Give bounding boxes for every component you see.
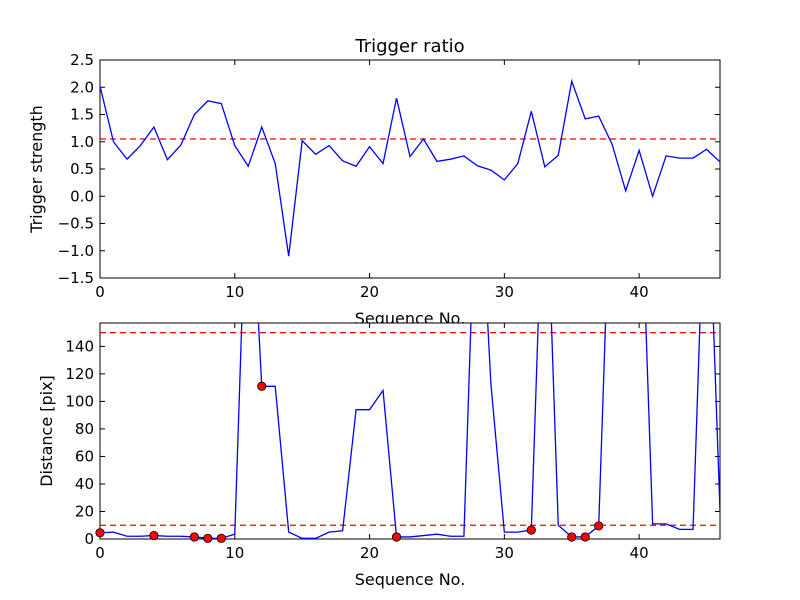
- distance-markers: [95, 381, 604, 543]
- top-axis-ticks: 0 10 20 30 40 −1.5 −1.0 −0.5 0.0 0.5 1.0 1.5 2.0 2.5: [58, 51, 720, 301]
- y-axis-label: Trigger strength: [27, 105, 46, 234]
- trigger-strength-chart: Trigger ratio 0 10 20 30 40 −1.5 −1.0 −0.5 0.0 0.…: [27, 36, 721, 328]
- distance-marker: [216, 533, 226, 543]
- y-tick-label: 1.0: [70, 133, 94, 151]
- y-tick-label: 0.0: [70, 187, 94, 205]
- distance-chart: 0 10 20 30 40 0 20 40 60 80 100 120 140 Sequence No.…: [37, 322, 721, 589]
- x-tick-label: 0: [95, 283, 105, 301]
- y-tick-label: −1.5: [58, 269, 94, 287]
- trigger-strength-series-line: [100, 78, 720, 257]
- y-tick-label: 0.5: [70, 160, 94, 178]
- distance-marker: [149, 530, 159, 541]
- distance-marker: [526, 525, 536, 535]
- y-tick-label: 100: [65, 392, 94, 410]
- y-tick-label: −0.5: [58, 215, 94, 233]
- distance-marker: [203, 533, 213, 543]
- x-tick-label: 40: [630, 283, 649, 301]
- y-tick-label: 20: [75, 502, 94, 520]
- y-tick-label: 0: [84, 530, 94, 548]
- x-tick-label: 20: [360, 544, 379, 562]
- x-tick-label: 40: [630, 544, 649, 562]
- distance-marker: [257, 381, 267, 391]
- distance-marker: [580, 532, 590, 542]
- x-tick-label: 0: [95, 544, 105, 562]
- y-tick-label: 1.5: [70, 106, 94, 124]
- y-tick-label: 120: [65, 365, 94, 383]
- y-tick-label: 80: [75, 420, 94, 438]
- x-tick-label: 10: [225, 283, 244, 301]
- y-tick-label: 60: [75, 447, 94, 465]
- plot-area-frame: [99, 322, 721, 540]
- x-tick-label: 30: [495, 544, 514, 562]
- distance-marker: [567, 532, 577, 542]
- y-tick-label: 2.5: [70, 51, 94, 69]
- x-axis-label: Sequence No.: [355, 570, 466, 589]
- distance-marker: [391, 532, 402, 542]
- distance-marker: [189, 532, 199, 542]
- y-tick-label: 40: [75, 475, 94, 493]
- bottom-axis-ticks: 0 10 20 30 40 0 20 40 60 80 100 120 140: [65, 323, 720, 562]
- x-tick-label: 20: [360, 283, 379, 301]
- chart-title: Trigger ratio: [354, 36, 464, 57]
- x-tick-label: 10: [225, 544, 244, 562]
- x-tick-label: 30: [495, 283, 514, 301]
- y-tick-label: 2.0: [70, 78, 94, 96]
- plot-area-frame: [99, 59, 721, 279]
- distance-marker: [594, 521, 604, 531]
- y-tick-label: −1.0: [58, 242, 94, 260]
- bottom-threshold-lines: [100, 332, 720, 526]
- y-axis-label: Distance [pix]: [37, 375, 56, 487]
- distance-marker: [95, 528, 105, 538]
- y-tick-label: 140: [65, 337, 94, 355]
